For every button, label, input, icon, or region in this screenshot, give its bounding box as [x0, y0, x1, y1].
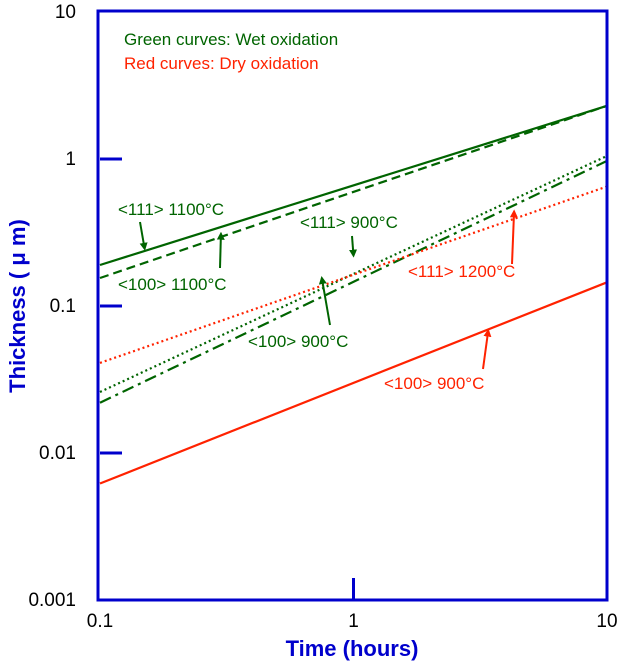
annotation-arrow — [509, 209, 518, 265]
x-tick-label: 0.1 — [87, 611, 113, 632]
legend: Green curves: Wet oxidation Red curves: D… — [124, 30, 338, 73]
legend-entry: Green curves: Wet oxidation — [124, 30, 338, 49]
series-line-0 — [99, 104, 608, 267]
y-tick-label: 0.001 — [28, 590, 76, 611]
annotation-label: <111> 1200°C — [408, 262, 515, 281]
y-tick-label: 0.01 — [39, 443, 76, 464]
series-line-3 — [99, 159, 608, 404]
annotations: <111> 1100°C <100> 1100°C <111> 900°C <100>… — [118, 200, 518, 393]
series-line-2 — [99, 154, 608, 393]
tick-labels: 0.001 0.01 0.1 1 10 0.1 1 10 — [28, 2, 617, 632]
axis-ticks — [100, 157, 355, 600]
annotation-arrow — [216, 231, 225, 269]
annotation-label: <100> 1100°C — [118, 275, 227, 294]
x-tick-label: 1 — [348, 611, 359, 632]
annotation-label: <111> 1100°C — [118, 200, 224, 219]
annotation-arrow — [318, 276, 331, 326]
y-tick-label: 10 — [55, 2, 76, 23]
annotation-arrow — [482, 328, 492, 370]
y-axis-title: Thickness ( μ m) — [5, 219, 30, 393]
y-tick-label: 0.1 — [50, 296, 76, 317]
annotation-label: <100> 900°C — [384, 374, 484, 393]
series-layer — [99, 104, 608, 485]
annotation-arrow — [139, 221, 148, 251]
series-line-5 — [99, 281, 608, 485]
plot-frame — [96, 9, 609, 602]
annotation-label: <111> 900°C — [300, 213, 398, 232]
annotation-label: <100> 900°C — [248, 332, 348, 351]
x-tick-label: 10 — [596, 611, 617, 632]
y-tick-label: 1 — [65, 149, 76, 170]
annotation-arrow — [349, 235, 358, 258]
legend-entry: Red curves: Dry oxidation — [124, 54, 319, 73]
x-axis-title: Time (hours) — [286, 636, 419, 661]
series-line-1 — [99, 104, 608, 280]
